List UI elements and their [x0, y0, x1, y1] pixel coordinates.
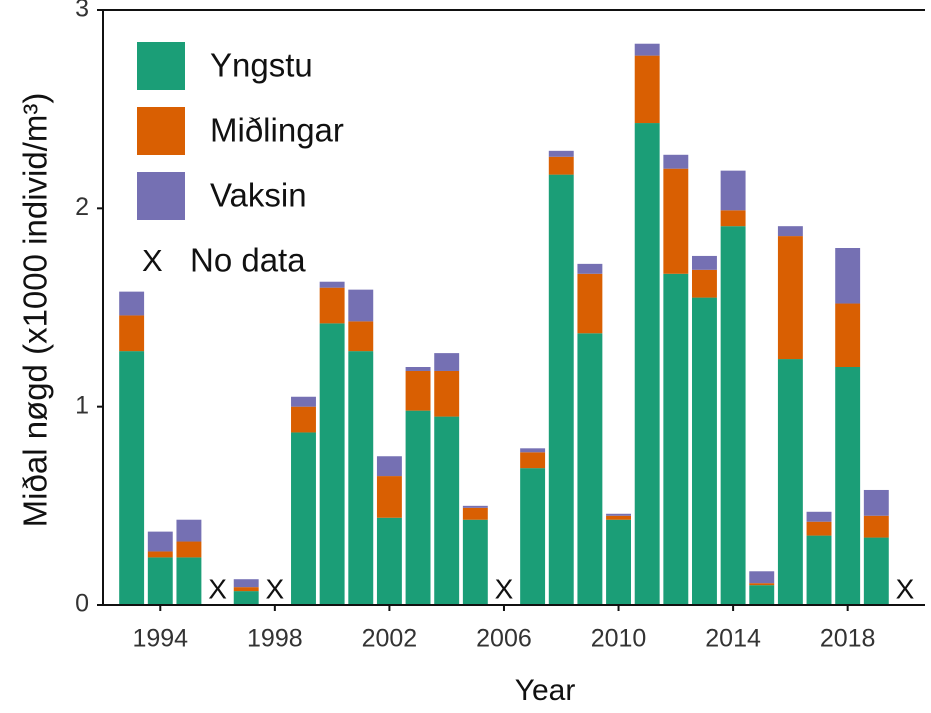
no-data-marker: X — [208, 573, 227, 604]
bar-segment — [863, 537, 889, 605]
bar-segment — [720, 226, 746, 605]
bar-segment — [749, 571, 775, 584]
bar-segment — [319, 281, 345, 288]
bar-segment — [777, 226, 803, 237]
bar-segment — [835, 367, 861, 605]
bar-segment — [462, 507, 488, 520]
bar-segment — [434, 370, 460, 417]
x-tick-label: 1994 — [132, 625, 188, 653]
bar-segment — [663, 154, 689, 169]
bar-segment — [692, 255, 717, 270]
bar-segment — [548, 150, 574, 157]
legend-label: Miðlingar — [210, 112, 344, 149]
bar-segment — [119, 315, 145, 352]
x-tick-label: 2002 — [362, 625, 418, 653]
bar-segment — [405, 367, 431, 371]
bar-segment — [634, 55, 660, 124]
bar-segment — [147, 557, 173, 605]
bar-segment — [777, 236, 803, 360]
bar-segment — [119, 291, 145, 316]
bar-segment — [606, 515, 631, 520]
bar-segment — [348, 321, 374, 352]
legend-swatch — [137, 42, 185, 90]
bar-segment — [233, 579, 259, 588]
legend-label: Vaksin — [210, 177, 307, 214]
bar-segment — [577, 263, 603, 274]
bar-segment — [835, 303, 861, 367]
legend-swatch — [137, 172, 185, 220]
x-tick-label: 2014 — [705, 625, 761, 653]
bar-segment — [634, 43, 660, 56]
no-data-marker: X — [266, 573, 285, 604]
y-tick-label: 1 — [75, 391, 89, 419]
bar-segment — [720, 210, 746, 227]
y-tick-label: 3 — [75, 0, 89, 23]
x-tick-label: 1998 — [247, 625, 303, 653]
bar-segment — [720, 170, 746, 211]
x-axis-label: Year — [515, 674, 576, 707]
bar-segment — [863, 489, 889, 516]
bar-segment — [749, 583, 775, 586]
legend-label: Yngstu — [210, 47, 313, 84]
bar-segment — [863, 515, 889, 538]
legend-label: No data — [190, 242, 306, 279]
bar-segment — [119, 351, 145, 605]
bar-segment — [577, 273, 603, 334]
bar-segment — [749, 585, 775, 605]
bar-segment — [405, 370, 431, 411]
bar-segment — [348, 351, 374, 605]
bar-segment — [692, 269, 717, 298]
bar-segment — [291, 432, 316, 605]
x-tick-label: 2010 — [591, 625, 647, 653]
no-data-marker: X — [896, 573, 915, 604]
x-tick-label: 2018 — [820, 625, 876, 653]
bar-segment — [376, 456, 402, 477]
bar-segment — [577, 333, 603, 605]
bar-segment — [606, 513, 631, 516]
legend-marker: X — [142, 243, 163, 278]
bar-segment — [176, 519, 202, 542]
y-tick-label: 0 — [75, 590, 89, 618]
bar-segment — [462, 505, 488, 508]
no-data-marker: X — [495, 573, 514, 604]
bar-segment — [147, 531, 173, 552]
bar-segment — [319, 287, 345, 324]
bar-segment — [806, 535, 832, 605]
y-tick-label: 2 — [75, 193, 89, 221]
bar-segment — [806, 511, 832, 522]
bar-segment — [434, 353, 460, 371]
bar-segment — [777, 359, 803, 605]
bar-segment — [634, 123, 660, 606]
bar-segment — [692, 297, 717, 605]
bar-segment — [233, 587, 259, 592]
bar-segment — [520, 468, 546, 605]
bar-segment — [233, 591, 259, 605]
bar-segment — [291, 396, 316, 407]
bar-segment — [462, 519, 488, 605]
y-axis-label: Miðal nøgd (x1000 individ/m³) — [17, 93, 54, 528]
bar-segment — [176, 557, 202, 605]
bar-segment — [520, 452, 546, 469]
bar-segment — [548, 174, 574, 605]
bar-segment — [606, 519, 631, 605]
bar-segment — [291, 406, 316, 433]
bar-segment — [147, 551, 173, 558]
bar-segment — [376, 476, 402, 518]
bar-segment — [663, 168, 689, 274]
bar-segment — [405, 410, 431, 605]
bar-segment — [835, 248, 861, 304]
bar-segment — [319, 323, 345, 605]
bar-segment — [434, 416, 460, 605]
bar-segment — [806, 521, 832, 536]
legend-swatch — [137, 107, 185, 155]
bar-segment — [376, 517, 402, 605]
bar-segment — [176, 541, 202, 558]
bar-segment — [348, 289, 374, 322]
bar-segment — [663, 273, 689, 605]
bar-segment — [548, 156, 574, 175]
bar-segment — [520, 448, 546, 453]
x-tick-label: 2006 — [476, 625, 532, 653]
